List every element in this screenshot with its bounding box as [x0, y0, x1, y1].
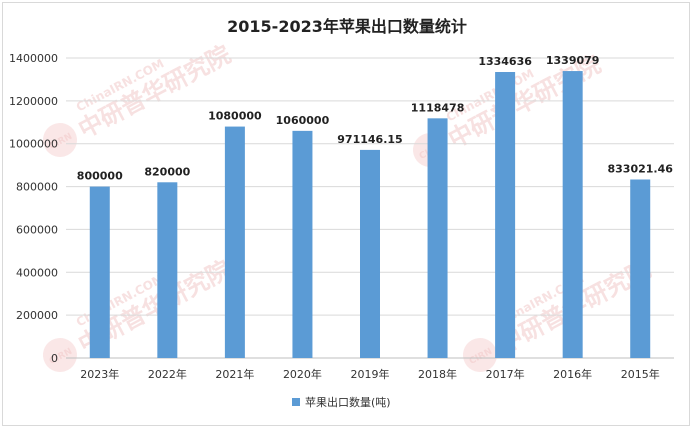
- bar: [89, 186, 110, 358]
- y-tick-label: 200000: [16, 309, 58, 322]
- bar: [224, 126, 245, 358]
- y-axis: 0 200000 400000 600000 800000 1000000 1200000 1…: [9, 52, 58, 365]
- legend-swatch: [292, 398, 300, 406]
- x-tick-label: 2016年: [553, 367, 592, 381]
- y-tick-label: 0: [51, 352, 58, 365]
- bar: [360, 149, 380, 358]
- x-axis: 2023年 2022年 2021年 2020年 2019年 2018年 2017年 2016年…: [80, 367, 659, 381]
- x-tick-label: 2021年: [215, 367, 254, 381]
- x-tick-label: 2018年: [418, 367, 457, 381]
- x-tick-label: 2022年: [148, 367, 187, 381]
- watermark-logo-circle: [43, 123, 77, 157]
- chart-title: 2015-2023年苹果出口数量统计: [227, 17, 467, 36]
- bar: [630, 179, 651, 358]
- x-tick-label: 2019年: [351, 367, 390, 381]
- data-label: 1339079: [546, 54, 600, 67]
- bars: [89, 71, 651, 359]
- bar: [495, 72, 516, 359]
- y-tick-label: 1000000: [9, 138, 58, 151]
- bar: [427, 118, 448, 358]
- y-tick-label: 600000: [16, 223, 58, 236]
- watermark-logo-circle: [43, 338, 77, 372]
- data-label: 833021.46: [608, 162, 674, 175]
- y-tick-label: 400000: [16, 266, 58, 279]
- data-label: 971146.15: [337, 133, 402, 146]
- watermark-layer: CIRNChinaIRN.COM中研普华研究院CIRNChinaIRN.COM中…: [43, 40, 655, 372]
- x-tick-label: 2020年: [283, 367, 322, 381]
- data-labels: 800000 820000 1080000 1060000 971146.15 11184…: [77, 54, 673, 183]
- bar: [562, 71, 583, 358]
- watermark-logo-circle: [463, 338, 497, 372]
- bar: [157, 182, 178, 358]
- data-label: 1060000: [276, 114, 330, 127]
- y-tick-label: 1400000: [9, 52, 58, 65]
- data-label: 1118478: [411, 101, 465, 114]
- data-label: 1080000: [208, 110, 262, 123]
- data-label: 1334636: [478, 55, 532, 68]
- data-label: 820000: [144, 165, 190, 178]
- x-tick-label: 2023年: [80, 367, 119, 381]
- x-tick-label: 2015年: [621, 367, 660, 381]
- y-tick-label: 800000: [16, 181, 58, 194]
- legend: 苹果出口数量(吨): [292, 395, 391, 409]
- data-label: 800000: [77, 170, 123, 183]
- bar: [292, 130, 313, 358]
- legend-label: 苹果出口数量(吨): [305, 395, 391, 409]
- y-tick-label: 1200000: [9, 95, 58, 108]
- x-tick-label: 2017年: [486, 367, 525, 381]
